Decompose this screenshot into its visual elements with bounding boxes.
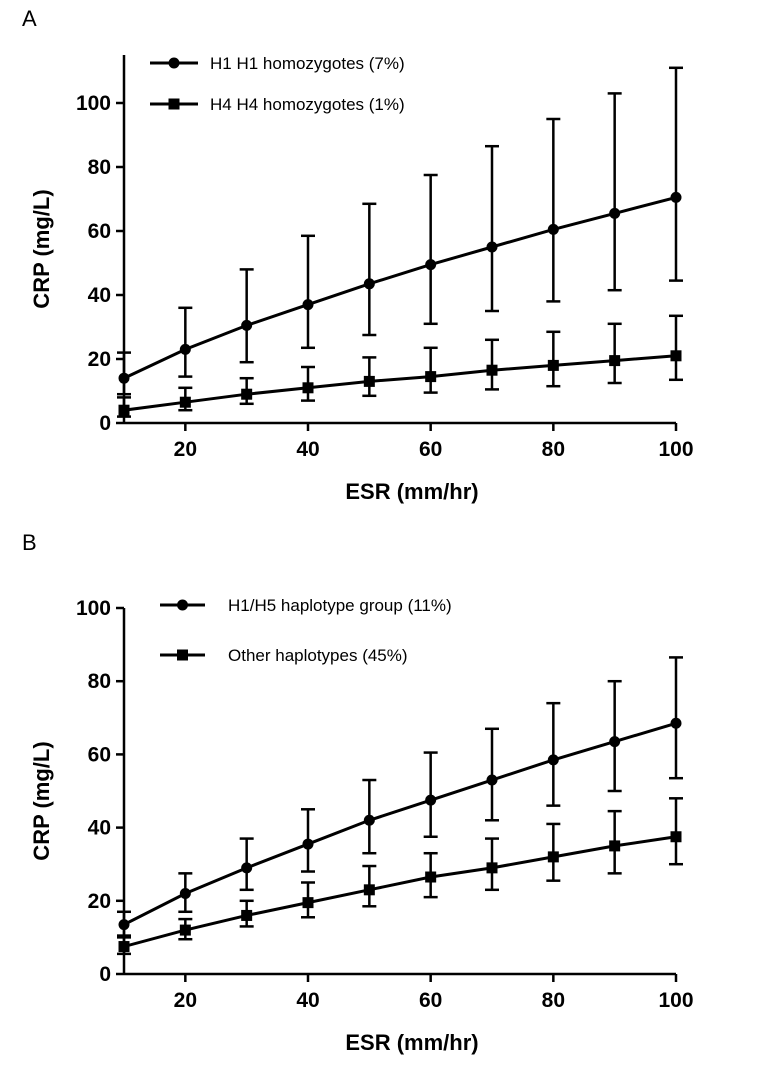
- data-point-square: [302, 382, 314, 394]
- data-point-square: [425, 371, 437, 383]
- data-point-circle: [486, 774, 498, 786]
- y-tick-label: 0: [99, 963, 111, 986]
- data-point-circle: [241, 319, 253, 331]
- y-tick-label: 100: [76, 92, 111, 115]
- data-point-square: [486, 862, 498, 874]
- data-point-circle: [241, 862, 253, 874]
- data-point-square: [486, 364, 498, 376]
- y-tick-label: 80: [88, 670, 111, 693]
- y-tick-label: 20: [88, 890, 111, 913]
- data-point-square: [363, 375, 375, 387]
- data-point-circle: [302, 838, 314, 850]
- series-line: [123, 195, 677, 380]
- data-point-circle: [609, 736, 621, 748]
- y-tick-label: 100: [76, 597, 111, 620]
- data-point-circle: [363, 814, 375, 826]
- data-point-square: [609, 355, 621, 367]
- data-point-circle: [425, 259, 437, 271]
- legend-label: H1 H1 homozygotes (7%): [210, 54, 405, 73]
- data-point-square: [425, 871, 437, 883]
- data-point-circle: [609, 207, 621, 219]
- data-point-square: [179, 396, 191, 408]
- data-point-circle: [425, 794, 437, 806]
- legend-label: H1/H5 haplotype group (11%): [228, 596, 452, 615]
- data-point-square: [547, 851, 559, 863]
- panel-b: B 0 20 40 60 80 100 20 40 60 80 100 ESR (mm/hr) CRP …: [0, 530, 761, 1080]
- x-tick-label: 80: [542, 438, 565, 461]
- y-tick-label: 40: [88, 817, 111, 840]
- data-point-square: [179, 924, 191, 936]
- x-tick-label: 60: [419, 438, 442, 461]
- series-2: [117, 797, 683, 956]
- panel-a: A 0 20 40 60 80 100 20 40 60 80 100 ESR (mm/hr) CRP …: [0, 0, 761, 530]
- data-point-circle: [363, 278, 375, 290]
- data-point-circle: [670, 191, 682, 203]
- legend-label: Other haplotypes (45%): [228, 646, 408, 665]
- chart-b: 0 20 40 60 80 100 20 40 60 80 100 ESR (mm/hr) CRP (m…: [29, 596, 694, 1055]
- data-point-square: [363, 884, 375, 896]
- series-1: [117, 66, 683, 396]
- y-tick-label: 20: [88, 348, 111, 371]
- legend-label: H4 H4 homozygotes (1%): [210, 95, 405, 114]
- series-line: [123, 835, 677, 948]
- x-tick-label: 100: [658, 989, 693, 1012]
- data-point-circle: [118, 919, 130, 931]
- series-1: [117, 656, 683, 937]
- x-axis-title: ESR (mm/hr): [345, 479, 478, 504]
- y-tick-label: 0: [99, 412, 111, 435]
- data-point-circle: [547, 223, 559, 235]
- x-axis-title: ESR (mm/hr): [345, 1030, 478, 1055]
- legend-marker-circle: [177, 599, 188, 611]
- legend-marker-circle: [168, 57, 180, 69]
- x-tick-label: 80: [542, 989, 565, 1012]
- chart-a: 0 20 40 60 80 100 20 40 60 80 100 ESR (mm/hr) CRP (m…: [29, 54, 694, 504]
- data-point-square: [118, 941, 130, 953]
- panel-b-label: B: [22, 530, 37, 555]
- series-line: [123, 354, 677, 412]
- legend-marker-square: [168, 98, 180, 110]
- data-point-square: [670, 831, 682, 843]
- x-tick-label: 20: [174, 989, 197, 1012]
- x-tick-label: 40: [296, 989, 319, 1012]
- y-axis-title: CRP (mg/L): [29, 741, 54, 860]
- y-tick-label: 40: [88, 284, 111, 307]
- data-point-circle: [547, 754, 559, 766]
- data-point-circle: [179, 887, 191, 899]
- panel-a-label: A: [22, 6, 37, 31]
- x-tick-label: 40: [296, 438, 319, 461]
- data-point-square: [118, 404, 130, 416]
- y-axis-title: CRP (mg/L): [29, 189, 54, 308]
- y-tick-label: 80: [88, 156, 111, 179]
- series-2: [117, 314, 683, 418]
- data-point-square: [547, 359, 559, 371]
- data-point-square: [302, 897, 314, 909]
- x-tick-label: 60: [419, 989, 442, 1012]
- x-tick-label: 20: [174, 438, 197, 461]
- data-point-circle: [118, 372, 130, 384]
- x-tick-label: 100: [658, 438, 693, 461]
- data-point-circle: [302, 299, 314, 311]
- y-tick-label: 60: [88, 743, 111, 766]
- data-point-square: [241, 909, 253, 921]
- data-point-circle: [486, 241, 498, 253]
- data-point-square: [609, 840, 621, 852]
- data-point-square: [241, 388, 253, 400]
- legend-marker-square: [177, 649, 188, 661]
- series-line: [123, 721, 677, 926]
- data-point-circle: [179, 343, 191, 355]
- data-point-circle: [670, 717, 682, 729]
- data-point-square: [670, 350, 682, 362]
- y-tick-label: 60: [88, 220, 111, 243]
